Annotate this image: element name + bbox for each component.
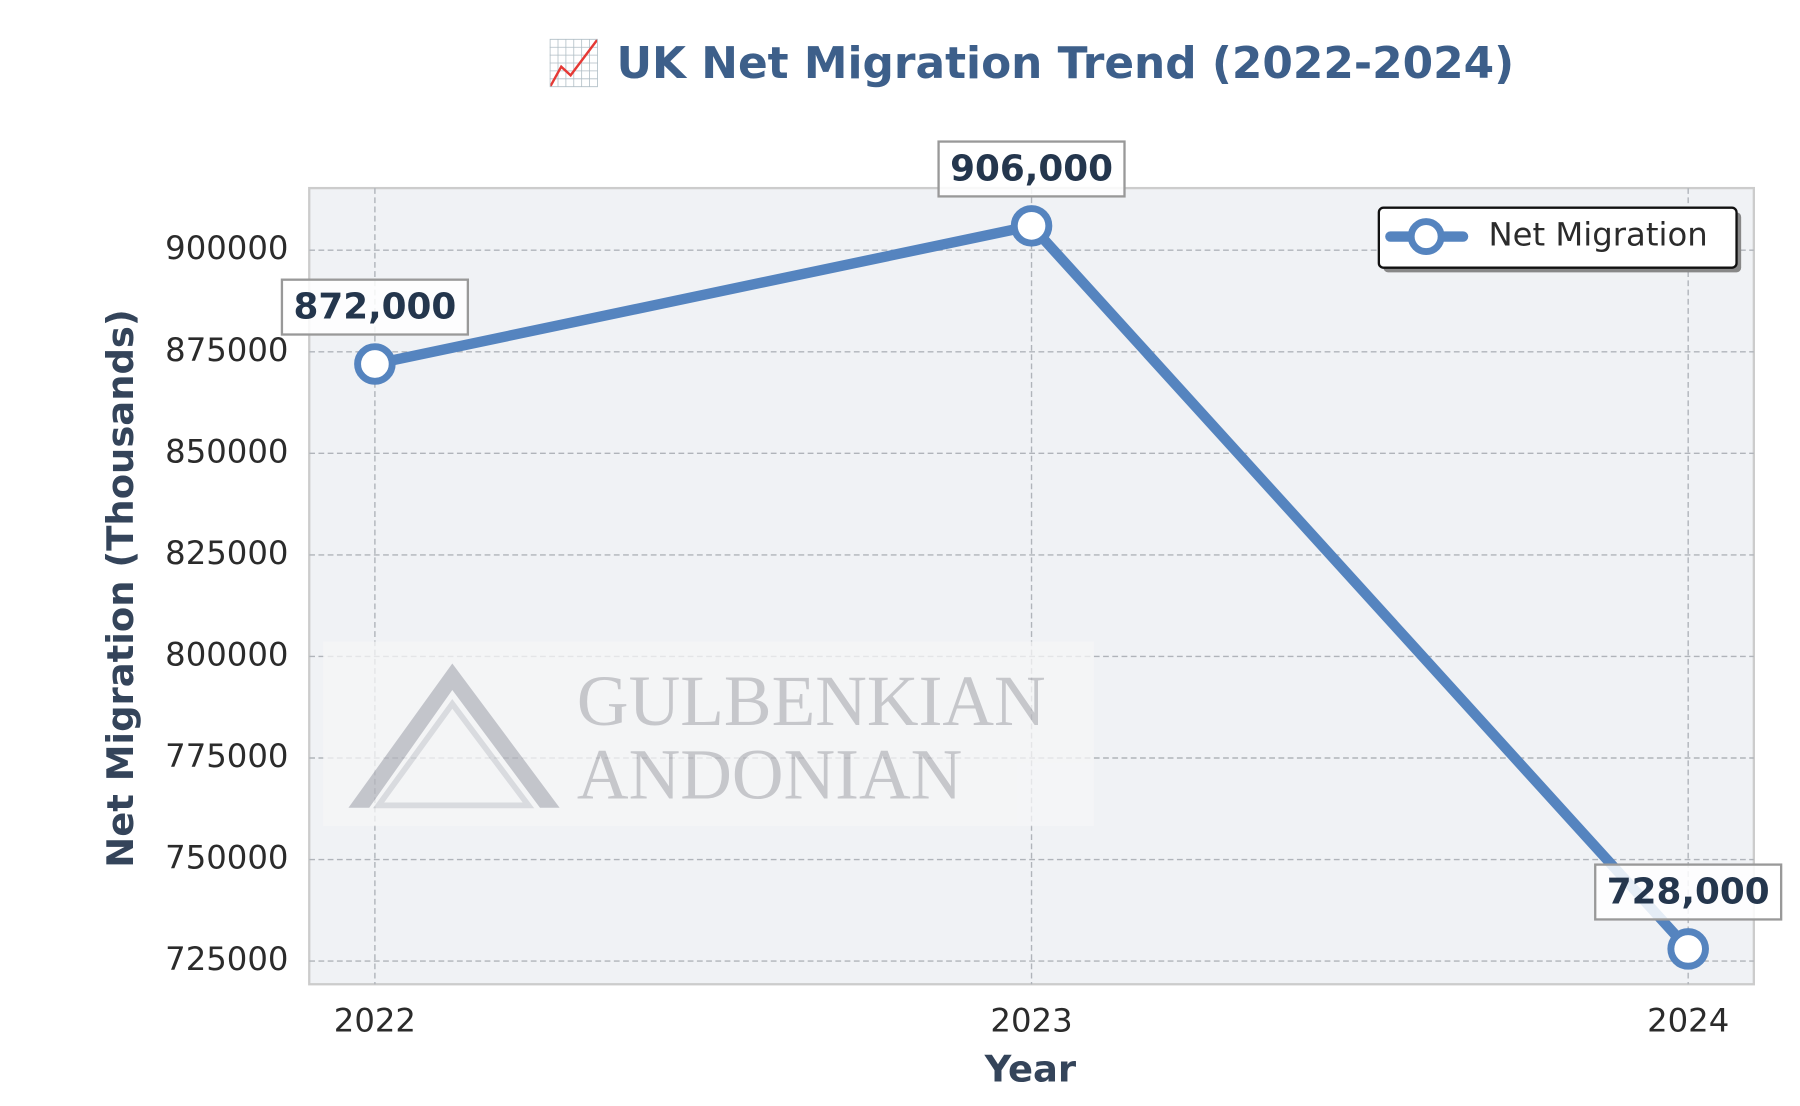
legend-box	[1377, 206, 1738, 269]
y-tick-label: 850000	[165, 432, 288, 470]
watermark-text: GULBENKIAN	[577, 662, 1046, 741]
data-point	[1010, 205, 1053, 247]
data-point	[1667, 928, 1709, 970]
data-label-group: 872,000	[280, 278, 470, 336]
x-tick-label: 2024	[1647, 1001, 1729, 1039]
y-tick-label: 900000	[165, 229, 288, 267]
data-label-group: 728,000	[1594, 863, 1783, 921]
y-tick-label: 750000	[165, 839, 288, 877]
x-axis-label: Year	[984, 1047, 1077, 1090]
y-tick-label: 825000	[165, 534, 288, 572]
watermark-logo	[372, 699, 535, 809]
data-label: 872,000	[293, 287, 456, 328]
data-label-box	[1594, 863, 1783, 921]
y-tick-label: 725000	[165, 940, 288, 978]
legend-marker	[1407, 218, 1445, 256]
data-label: 906,000	[950, 148, 1113, 189]
watermark-logo	[348, 663, 560, 808]
y-tick-label: 775000	[165, 737, 288, 775]
y-tick-label: 875000	[165, 331, 288, 369]
data-label: 728,000	[1607, 872, 1770, 913]
data-label-group: 906,000	[937, 140, 1126, 198]
legend-label: Net Migration	[1488, 216, 1707, 254]
watermark-text: ANDONIAN	[577, 736, 962, 815]
data-point	[354, 343, 396, 385]
y-axis-label: Net Migration (Thousands)	[99, 309, 142, 867]
x-tick-label: 2023	[990, 1001, 1072, 1039]
watermark: GULBENKIAN ANDONIAN	[323, 641, 1094, 827]
data-label-box	[280, 278, 470, 336]
chart-title: 📈 UK Net Migration Trend (2022-2024)	[547, 38, 1514, 89]
y-tick-label: 800000	[165, 635, 288, 673]
data-label-box	[937, 140, 1126, 198]
legend: Net Migration	[1377, 206, 1742, 273]
x-tick-label: 2022	[334, 1001, 416, 1039]
